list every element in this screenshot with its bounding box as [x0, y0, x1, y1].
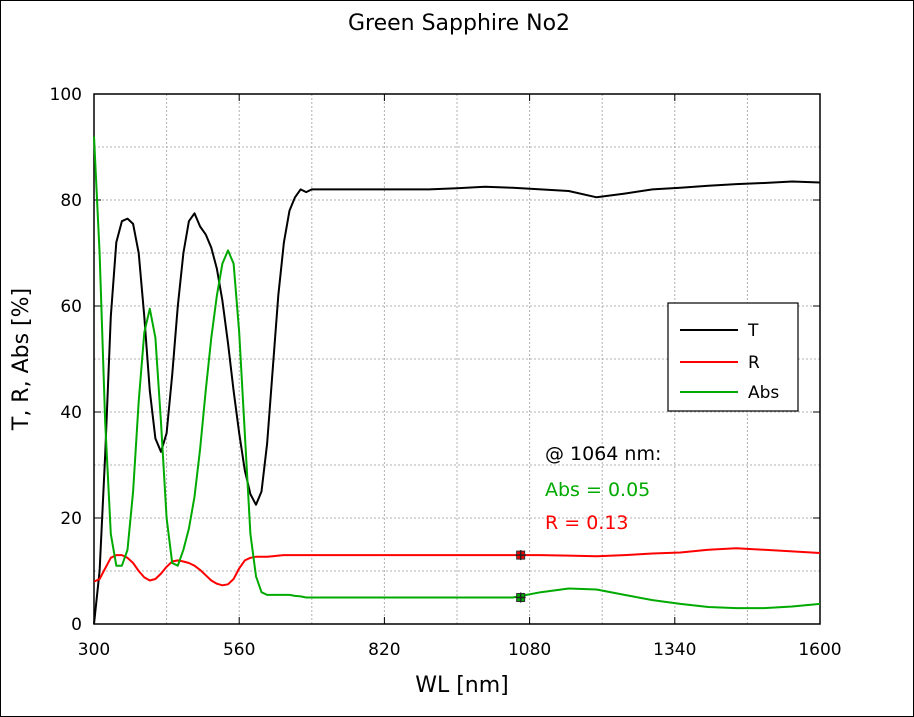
marker-r: [515, 550, 526, 561]
y-tick-label: 60: [60, 297, 82, 317]
legend: T R Abs: [667, 302, 799, 412]
legend-label-t: T: [747, 321, 759, 341]
y-tick-label: 20: [60, 509, 82, 529]
y-tick-label: 100: [50, 85, 82, 105]
y-axis-label: T, R, Abs [%]: [9, 288, 34, 431]
series-line-t: [93, 180, 821, 625]
legend-label-r: R: [748, 353, 760, 373]
x-tick-label: 1340: [653, 640, 696, 660]
annotation-abs: Abs = 0.05: [545, 479, 650, 501]
x-tick-label: 560: [223, 640, 255, 660]
ticks: 300 560 820 1080 1340 1600 0 20 40 60 80 100: [50, 85, 842, 660]
x-tick-label: 820: [368, 640, 400, 660]
x-axis-label: WL [nm]: [415, 673, 509, 698]
annotation-r: R = 0.13: [545, 512, 629, 534]
x-tick-label: 300: [78, 640, 110, 660]
y-tick-label: 0: [71, 615, 82, 635]
chart-title: Green Sapphire No2: [348, 11, 570, 36]
y-tick-label: 40: [60, 403, 82, 423]
markers: [515, 550, 526, 603]
y-tick-label: 80: [60, 191, 82, 211]
annotation-wavelength: @ 1064 nm:: [545, 443, 661, 465]
legend-label-abs: Abs: [748, 383, 779, 403]
marker-abs: [515, 592, 526, 603]
series-group: [93, 136, 821, 625]
plot-area-border: [93, 93, 821, 625]
series-line-r: [93, 547, 821, 587]
series-line-abs: [93, 136, 821, 610]
x-tick-label: 1080: [508, 640, 551, 660]
x-tick-label: 1600: [798, 640, 841, 660]
